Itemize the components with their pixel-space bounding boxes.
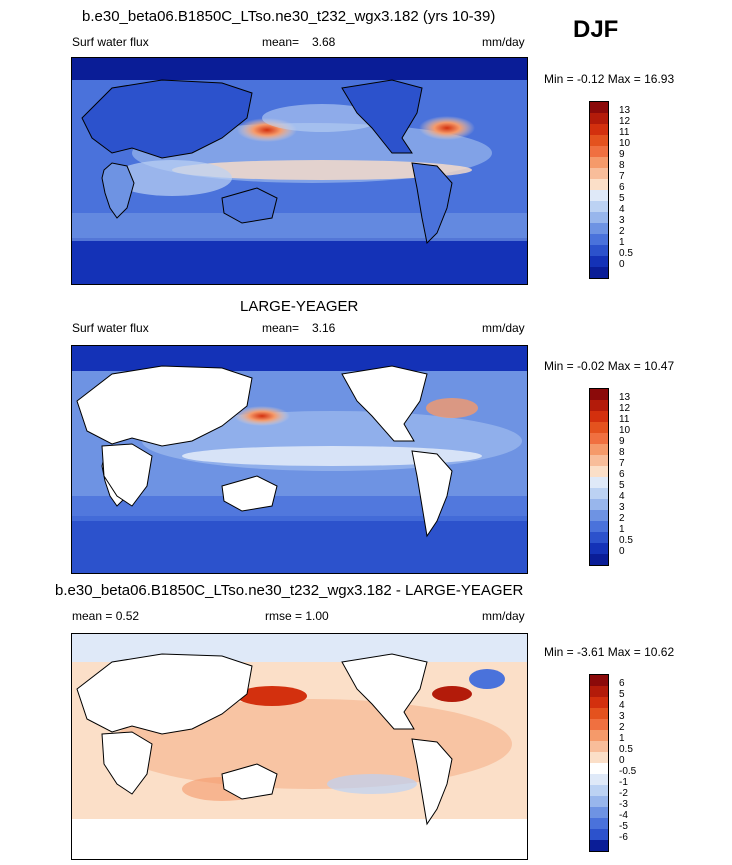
panel2-tick: 7 — [619, 458, 625, 469]
panel3-tick: -0.5 — [619, 766, 637, 777]
panel2-units: mm/day — [482, 321, 525, 335]
panel3-tick: 5 — [619, 689, 625, 700]
panel3-tick: -3 — [619, 799, 628, 810]
panel3-tick: 4 — [619, 700, 625, 711]
panel1-units: mm/day — [482, 35, 525, 49]
panel2-tick: 13 — [619, 392, 631, 403]
panel3-tick: 2 — [619, 722, 625, 733]
panel1-tick: 10 — [619, 138, 631, 149]
panel1-tick: 7 — [619, 171, 625, 182]
panel1-max-label: Max = — [607, 72, 641, 86]
panel3-rmse-label: rmse = — [265, 609, 303, 623]
panel1-tick: 4 — [619, 204, 625, 215]
panel3-tick: -1 — [619, 777, 628, 788]
panel3-tick: -4 — [619, 810, 628, 821]
panel3-rmse-value: 1.00 — [305, 609, 329, 623]
panel2-mean-value: 3.16 — [312, 321, 336, 335]
panel1-tick: 12 — [619, 116, 631, 127]
panel2-colorbar — [589, 388, 609, 566]
panel2-min-label: Min = — [544, 359, 574, 373]
panel3-tick: 1 — [619, 733, 625, 744]
panel1-min-label: Min = — [544, 72, 574, 86]
panel3-units: mm/day — [482, 609, 525, 623]
panel1-colorbar — [589, 101, 609, 279]
panel2-title: LARGE-YEAGER — [240, 298, 359, 315]
panel2-min-max: Min = -0.02 Max = 10.47 — [544, 359, 674, 373]
panel1-tick: 3 — [619, 215, 625, 226]
panel3-min-value: -3.61 — [577, 645, 605, 659]
panel1-min-max: Min = -0.12 Max = 16.93 — [544, 72, 674, 86]
panel3-max-label: Max = — [607, 645, 641, 659]
panel1-tick: 6 — [619, 182, 625, 193]
panel2-tick: 1 — [619, 524, 625, 535]
panel3-mean-value: 0.52 — [115, 609, 140, 623]
panel2-tick: 4 — [619, 491, 625, 502]
panel1-tick: 13 — [619, 105, 631, 116]
panel1-map — [71, 57, 528, 285]
panel2-mean-label: mean= — [262, 321, 300, 335]
panel2-map-field — [72, 346, 527, 573]
panel1-tick: 9 — [619, 149, 625, 160]
panel1-tick: 8 — [619, 160, 625, 171]
panel2-tick: 10 — [619, 425, 631, 436]
panel2-max-value: 10.47 — [644, 359, 675, 373]
panel1-tick: 0.5 — [619, 248, 633, 259]
panel1-variable-label: Surf water flux — [72, 35, 149, 49]
panel2-variable-label: Surf water flux — [72, 321, 149, 335]
panel1-tick: 5 — [619, 193, 625, 204]
panel3-colorbar — [589, 674, 609, 852]
panel3-min-label: Min = — [544, 645, 574, 659]
panel2-tick: 6 — [619, 469, 625, 480]
panel3-tick: 0 — [619, 755, 625, 766]
panel2-map — [71, 345, 528, 574]
panel2-tick: 5 — [619, 480, 625, 491]
panel2-tick: 12 — [619, 403, 631, 414]
panel1-mean-label: mean= — [262, 35, 300, 49]
panel1-tick: 0 — [619, 259, 625, 270]
panel2-tick: 8 — [619, 447, 625, 458]
panel1-tick: 1 — [619, 237, 625, 248]
panel2-tick: 2 — [619, 513, 625, 524]
panel2-tick: 3 — [619, 502, 625, 513]
panel3-map-field — [72, 634, 527, 859]
panel2-tick: 11 — [619, 414, 630, 425]
panel1-min-value: -0.12 — [577, 72, 605, 86]
panel1-title: b.e30_beta06.B1850C_LTso.ne30_t232_wgx3.… — [82, 8, 496, 25]
panel3-tick: 3 — [619, 711, 625, 722]
panel2-tick: 9 — [619, 436, 625, 447]
panel3-min-max: Min = -3.61 Max = 10.62 — [544, 645, 674, 659]
panel3-max-value: 10.62 — [644, 645, 675, 659]
panel3-map — [71, 633, 528, 860]
panel3-title: b.e30_beta06.B1850C_LTso.ne30_t232_wgx3.… — [55, 582, 524, 599]
panel3-tick: -6 — [619, 832, 628, 843]
panel2-max-label: Max = — [607, 359, 641, 373]
panel2-min-value: -0.02 — [577, 359, 605, 373]
panel1-mean-value: 3.68 — [312, 35, 336, 49]
panel3-mean-label: mean = — [72, 609, 113, 623]
panel3-rmse: rmse = 1.00 — [265, 609, 329, 623]
panel1-map-field — [72, 58, 527, 284]
panel1-tick: 2 — [619, 226, 625, 237]
panel1-tick: 11 — [619, 127, 630, 138]
season-label: DJF — [573, 16, 619, 43]
panel2-tick: 0 — [619, 546, 625, 557]
panel3-tick: -5 — [619, 821, 628, 832]
panel2-tick: 0.5 — [619, 535, 633, 546]
panel1-max-value: 16.93 — [644, 72, 675, 86]
panel3-tick: -2 — [619, 788, 628, 799]
panel3-tick: 6 — [619, 678, 625, 689]
panel3-tick: 0.5 — [619, 744, 633, 755]
panel3-mean: mean = 0.52 — [72, 609, 139, 623]
